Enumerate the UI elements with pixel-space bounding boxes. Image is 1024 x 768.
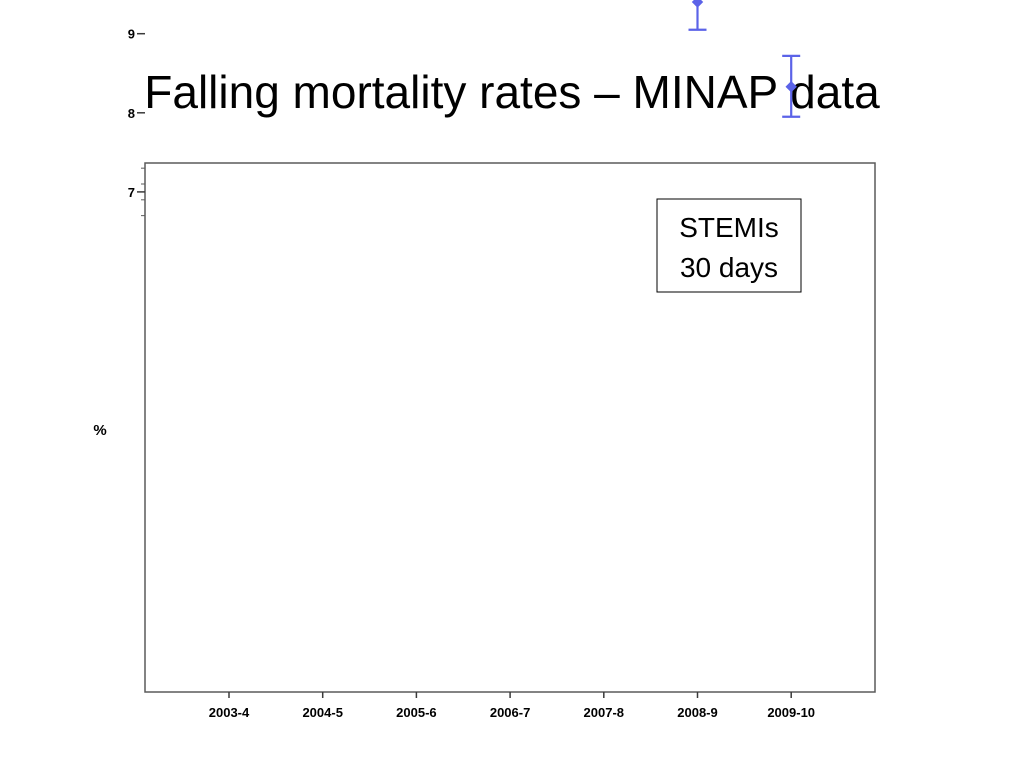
x-tick-label: 2007-8	[584, 705, 624, 720]
annotation-line-2: 30 days	[680, 252, 778, 283]
x-tick-label: 2008-9	[677, 705, 717, 720]
x-tick-label: 2006-7	[490, 705, 530, 720]
error-bar	[688, 0, 707, 31]
error-bar	[782, 54, 801, 118]
x-tick-label: 2009-10	[767, 705, 815, 720]
y-axis-label: %	[93, 422, 106, 439]
annotation-line-1: STEMIs	[679, 212, 779, 243]
annotation-frame	[656, 198, 802, 293]
data-point-marker	[785, 80, 797, 93]
x-axis: 2003-4 2004-5 2005-6 2006-7 2007-8 2008-9 2009…	[209, 692, 815, 720]
annotation-box: STEMIs 30 days	[656, 198, 802, 293]
y-axis: 78910111213	[128, 27, 145, 200]
data-series	[688, 0, 801, 118]
data-point-marker	[691, 0, 704, 8]
y-tick-label: 9	[128, 27, 135, 42]
x-tick-label: 2005-6	[396, 705, 436, 720]
x-tick-label: 2004-5	[302, 705, 342, 720]
x-tick-label: 2003-4	[209, 705, 250, 720]
slide-title: Falling mortality rates – MINAP data	[144, 66, 880, 118]
y-tick-label: 7	[128, 185, 135, 200]
y-tick-label: 8	[128, 106, 135, 121]
